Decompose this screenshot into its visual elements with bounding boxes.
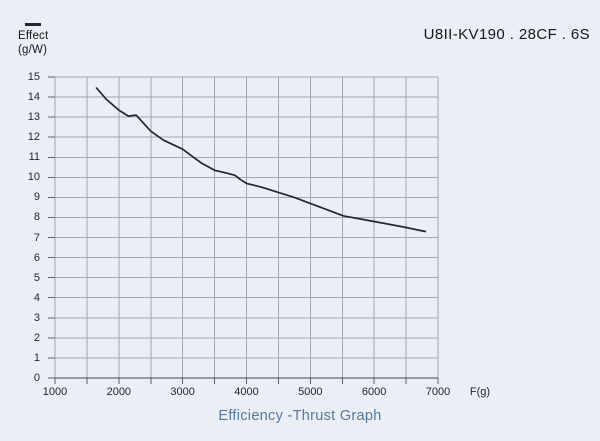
x-tick-label: 5000 — [298, 386, 323, 398]
y-tick-label: 10 — [27, 171, 40, 184]
series-label: Effect — [18, 30, 49, 42]
y-tick-label: 4 — [33, 291, 40, 304]
y-tick-label: 0 — [33, 372, 40, 384]
chart-caption: Efficiency -Thrust Graph — [218, 408, 382, 424]
x-tick-label: 7000 — [425, 386, 451, 398]
y-tick-label: 15 — [27, 71, 40, 83]
x-tick-label: 4000 — [234, 386, 259, 398]
y-tick-label: 14 — [27, 91, 40, 104]
y-tick-label: 3 — [33, 311, 40, 324]
y-tick-label: 1 — [33, 351, 40, 364]
x-tick-label: 3000 — [170, 386, 195, 398]
y-tick-label: 2 — [33, 331, 40, 344]
y-tick-label: 5 — [33, 271, 40, 284]
y-tick-label: 6 — [33, 251, 40, 264]
x-tick-label: 2000 — [106, 386, 132, 398]
y-tick-label: 9 — [33, 191, 40, 204]
y-tick-label: 11 — [28, 151, 40, 164]
x-tick-label: 1000 — [42, 386, 68, 398]
series-legend: Effect (g/W) — [18, 23, 48, 57]
y-tick-label: 8 — [33, 211, 40, 224]
x-axis-unit-label: F(g) — [469, 386, 491, 398]
y-tick-label: 13 — [27, 111, 40, 124]
series-line-swatch — [25, 23, 41, 26]
y-tick-label: 12 — [27, 131, 40, 144]
x-tick-label: 6000 — [361, 386, 387, 398]
data-line-effect — [95, 87, 427, 233]
y-tick-label: 7 — [33, 231, 40, 244]
page-title: U8II-KV190 . 28CF . 6S — [423, 26, 590, 43]
series-unit-label: (g/W) — [18, 44, 48, 57]
